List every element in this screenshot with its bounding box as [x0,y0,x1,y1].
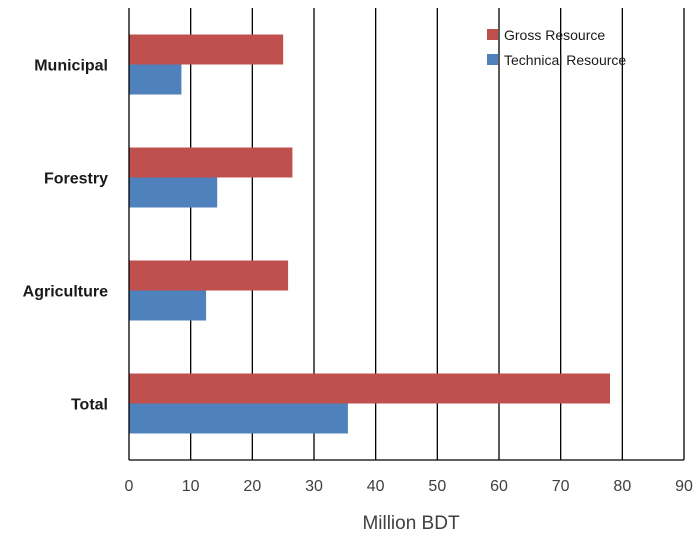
x-tick-label: 90 [675,478,693,495]
legend-swatch [487,54,498,65]
x-axis-title: Million BDT [362,513,460,534]
legend: Gross Resource Technical Resource [487,27,626,68]
x-tick-label: 60 [490,478,508,495]
bars [129,34,610,434]
x-tick-label: 70 [552,478,570,495]
legend-label: Gross Resource [504,27,605,43]
x-tick-label: 20 [243,478,261,495]
category-label: Forestry [44,171,108,188]
legend-label: Technical Resource [504,52,626,68]
grid [190,8,685,460]
x-tick-label: 10 [182,478,200,495]
bar-technical-resource [129,64,182,95]
bar-technical-resource [129,290,207,321]
bar-gross-resource [129,373,610,404]
category-label: Total [71,397,108,414]
category-label: Agriculture [23,284,108,301]
x-tick-label: 40 [367,478,385,495]
bar-gross-resource [129,34,284,65]
bar-gross-resource [129,260,289,291]
bar-technical-resource [129,177,218,208]
legend-swatch [487,29,498,40]
axes [128,8,684,461]
x-tick-label: 30 [305,478,323,495]
category-labels: Municipal Forestry Agriculture Total [23,58,108,414]
x-tick-label: 0 [125,478,134,495]
x-tick-labels: 0 10 20 30 40 50 60 70 80 90 [125,478,693,495]
bar-technical-resource [129,403,348,434]
bar-gross-resource [129,147,293,178]
x-tick-label: 50 [428,478,446,495]
x-tick-label: 80 [613,478,631,495]
category-label: Municipal [34,58,108,75]
